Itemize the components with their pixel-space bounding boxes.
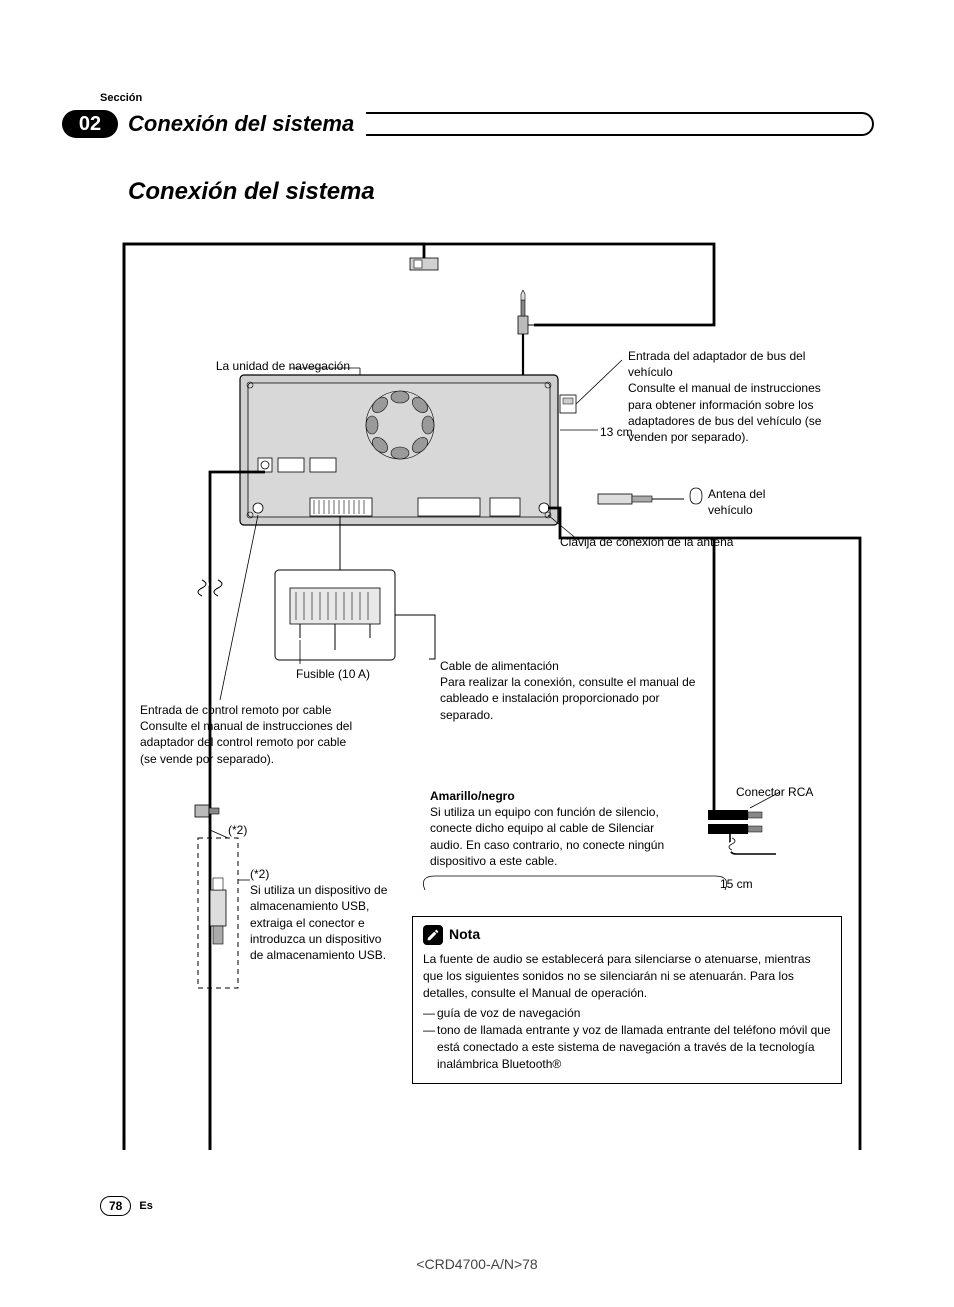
note-title: Nota xyxy=(449,925,480,945)
label-fuse: Fusible (10 A) xyxy=(296,666,370,682)
page-number: 78 xyxy=(100,1196,131,1216)
label-yellow-black-title: Amarillo/negro xyxy=(430,789,515,803)
jack-plug-icon xyxy=(518,290,534,334)
lang-code: Es xyxy=(139,1200,152,1212)
wiring-diagram: La unidad de navegación Entrada del adap… xyxy=(100,230,880,1150)
note-text: La fuente de audio se establecerá para s… xyxy=(423,951,831,1001)
header-bar: 02 Conexión del sistema xyxy=(62,108,874,140)
label-nav-unit: La unidad de navegación xyxy=(200,358,350,374)
note-body: La fuente de audio se establecerá para s… xyxy=(423,951,831,1073)
footer-code: <CRD4700-A/N>78 xyxy=(0,1256,954,1272)
label-power-cable: Cable de alimentaciónPara realizar la co… xyxy=(440,658,700,723)
note-box: Nota La fuente de audio se establecerá p… xyxy=(412,916,842,1084)
label-remote: Entrada de control remoto por cableConsu… xyxy=(140,702,370,767)
label-yellow-black-body: Si utiliza un equipo con función de sile… xyxy=(430,805,664,868)
page-title: Conexión del sistema xyxy=(128,178,375,206)
label-antenna-plug: Clavija de conexión de la antena xyxy=(560,534,733,550)
label-antenna: Antena del vehículo xyxy=(708,486,808,518)
label-15cm: 15 cm xyxy=(720,876,753,892)
note-item-2: tono de llamada entrante y voz de llamad… xyxy=(423,1022,831,1072)
page-badge: 78 Es xyxy=(100,1196,153,1216)
section-number-badge: 02 xyxy=(62,110,118,138)
section-label: Sección xyxy=(100,92,142,104)
label-rca: Conector RCA xyxy=(736,784,813,800)
label-star2b: (*2)Si utiliza un dispositivo de almacen… xyxy=(250,866,390,963)
label-bus-adapter: Entrada del adaptador de bus del vehícul… xyxy=(628,348,848,445)
label-13cm: 13 cm xyxy=(600,424,633,440)
header-title: Conexión del sistema xyxy=(128,111,366,137)
header-rule xyxy=(366,112,874,136)
label-star2a: (*2) xyxy=(228,822,247,838)
pencil-icon xyxy=(423,925,443,945)
note-item-1: guía de voz de navegación xyxy=(423,1005,831,1022)
label-yellow-black: Amarillo/negro Si utiliza un equipo con … xyxy=(430,788,690,869)
